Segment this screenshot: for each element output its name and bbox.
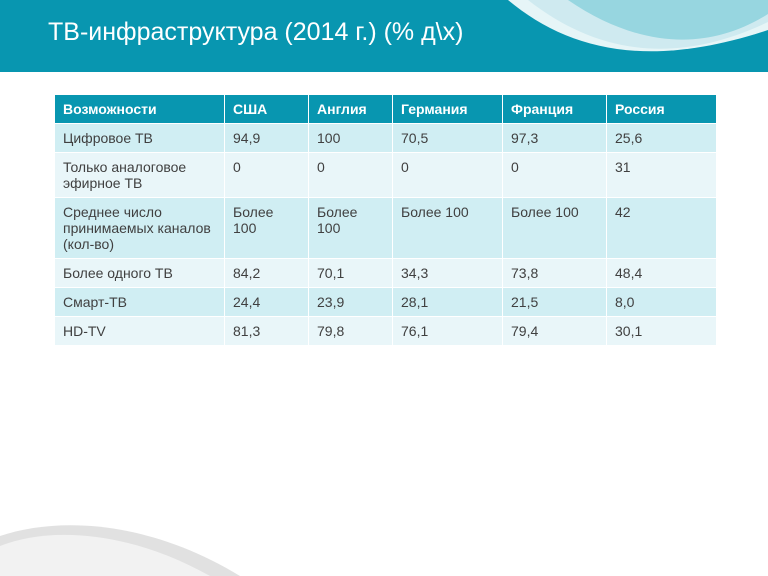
table-row: Смарт-ТВ24,423,928,121,58,0 <box>55 288 717 317</box>
column-header: Англия <box>309 95 393 124</box>
table-cell: 94,9 <box>225 124 309 153</box>
table-cell: 25,6 <box>607 124 717 153</box>
table-cell: 70,1 <box>309 259 393 288</box>
header-band: ТВ-инфраструктура (2014 г.) (% д\х) <box>0 0 768 72</box>
table-cell: Более 100 <box>309 198 393 259</box>
table-cell: 21,5 <box>503 288 607 317</box>
table-cell: Более одного ТВ <box>55 259 225 288</box>
table-cell: Цифровое ТВ <box>55 124 225 153</box>
table-cell: 0 <box>503 153 607 198</box>
column-header: США <box>225 95 309 124</box>
table-cell: 76,1 <box>393 317 503 346</box>
table-cell: 24,4 <box>225 288 309 317</box>
column-header: Германия <box>393 95 503 124</box>
table-cell: 8,0 <box>607 288 717 317</box>
table-cell: 0 <box>309 153 393 198</box>
table-cell: Только аналоговое эфирное ТВ <box>55 153 225 198</box>
table-cell: Смарт-ТВ <box>55 288 225 317</box>
table-cell: 23,9 <box>309 288 393 317</box>
table-row: HD-TV81,379,876,179,430,1 <box>55 317 717 346</box>
table-cell: 30,1 <box>607 317 717 346</box>
table-cell: 28,1 <box>393 288 503 317</box>
table-cell: HD-TV <box>55 317 225 346</box>
column-header: Россия <box>607 95 717 124</box>
page-title: ТВ-инфраструктура (2014 г.) (% д\х) <box>48 18 463 47</box>
tv-infrastructure-table: ВозможностиСШААнглияГерманияФранцияРосси… <box>54 94 716 346</box>
table-row: Более одного ТВ84,270,134,373,848,4 <box>55 259 717 288</box>
table-cell: 0 <box>225 153 309 198</box>
header-swoosh <box>508 0 768 72</box>
column-header: Франция <box>503 95 607 124</box>
header-row: ВозможностиСШААнглияГерманияФранцияРосси… <box>55 95 717 124</box>
table-cell: 0 <box>393 153 503 198</box>
table-cell: 42 <box>607 198 717 259</box>
table-cell: Более 100 <box>393 198 503 259</box>
table-cell: 79,4 <box>503 317 607 346</box>
table-cell: Среднее число принимаемых каналов (кол-в… <box>55 198 225 259</box>
table-cell: 79,8 <box>309 317 393 346</box>
table-body: Цифровое ТВ94,910070,597,325,6Только ана… <box>55 124 717 346</box>
table-row: Цифровое ТВ94,910070,597,325,6 <box>55 124 717 153</box>
table-cell: 84,2 <box>225 259 309 288</box>
table-row: Только аналоговое эфирное ТВ000031 <box>55 153 717 198</box>
table-cell: 81,3 <box>225 317 309 346</box>
table-cell: 48,4 <box>607 259 717 288</box>
table-cell: Более 100 <box>225 198 309 259</box>
table-cell: Более 100 <box>503 198 607 259</box>
data-table: ВозможностиСШААнглияГерманияФранцияРосси… <box>54 94 717 346</box>
column-header: Возможности <box>55 95 225 124</box>
table-cell: 34,3 <box>393 259 503 288</box>
table-cell: 97,3 <box>503 124 607 153</box>
table-cell: 73,8 <box>503 259 607 288</box>
footer-swoosh <box>0 516 240 576</box>
table-row: Среднее число принимаемых каналов (кол-в… <box>55 198 717 259</box>
table-cell: 31 <box>607 153 717 198</box>
table-head: ВозможностиСШААнглияГерманияФранцияРосси… <box>55 95 717 124</box>
table-cell: 100 <box>309 124 393 153</box>
table-cell: 70,5 <box>393 124 503 153</box>
